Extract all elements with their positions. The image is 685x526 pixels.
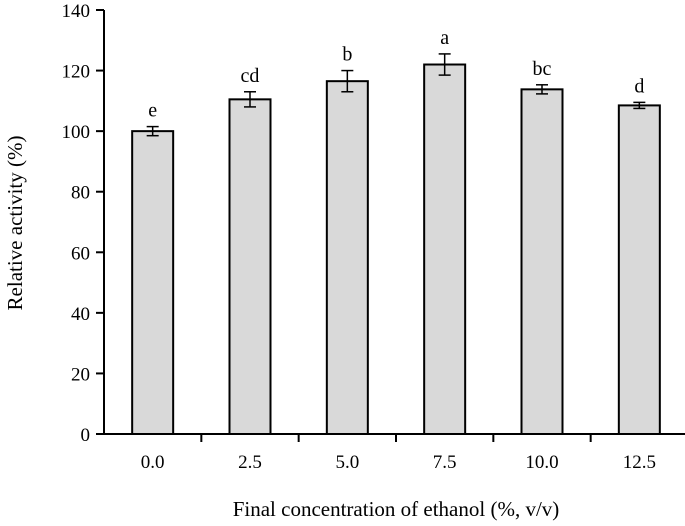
x-tick-label: 10.0	[525, 452, 558, 473]
bar	[520, 88, 564, 435]
x-axis: 0.0 2.5 5.0 7.5 10.0 12.5	[104, 433, 685, 473]
x-tick-label: 7.5	[433, 452, 457, 473]
y-tick-label: 20	[71, 364, 90, 385]
significance-label: cd	[241, 65, 260, 87]
y-tick-label: 120	[62, 62, 91, 83]
x-tick-label: 0.0	[141, 452, 165, 473]
bar	[131, 130, 175, 435]
significance-label: d	[634, 75, 644, 97]
x-tick-label: 2.5	[238, 452, 262, 473]
y-axis-title: Relative activity (%)	[3, 136, 27, 311]
y-axis: 0 20 40 60 80 100 120 140	[62, 1, 105, 446]
x-axis-title: Final concentration of ethanol (%, v/v)	[233, 497, 560, 521]
significance-label: b	[342, 44, 352, 66]
y-tick-label: 40	[71, 304, 90, 325]
y-tick-label: 140	[62, 1, 91, 22]
significance-label: a	[440, 27, 449, 49]
y-tick-label: 0	[81, 425, 91, 446]
bars: e cd b a bc d	[131, 27, 661, 436]
y-tick-label: 80	[71, 183, 90, 204]
bar	[228, 98, 272, 435]
y-tick-label: 100	[62, 122, 91, 143]
bar	[423, 63, 467, 435]
x-tick-label: 12.5	[623, 452, 656, 473]
significance-label: bc	[533, 58, 552, 80]
bar	[617, 104, 661, 436]
significance-label: e	[148, 100, 157, 122]
bar	[325, 80, 369, 436]
x-tick-label: 5.0	[335, 452, 359, 473]
y-tick-label: 60	[71, 243, 90, 264]
